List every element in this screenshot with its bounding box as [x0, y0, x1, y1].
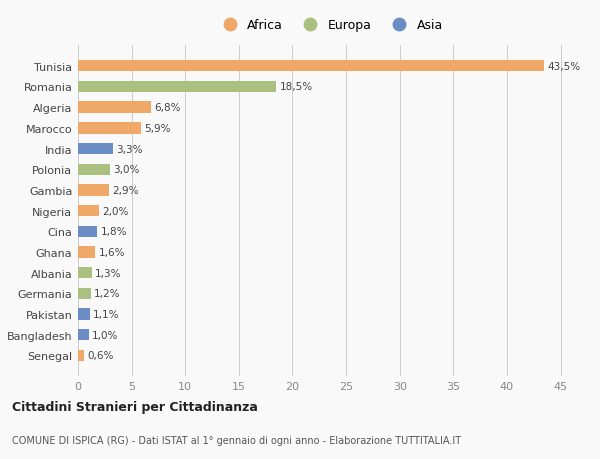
Bar [78, 247, 95, 258]
Bar [78, 330, 89, 341]
Text: Cittadini Stranieri per Cittadinanza: Cittadini Stranieri per Cittadinanza [12, 400, 258, 413]
Text: 6,8%: 6,8% [154, 103, 181, 113]
Bar [78, 206, 100, 217]
Bar [78, 123, 141, 134]
Bar [78, 288, 91, 299]
Text: 1,1%: 1,1% [93, 309, 119, 319]
Bar [78, 61, 544, 72]
Text: 18,5%: 18,5% [280, 82, 313, 92]
Text: 1,8%: 1,8% [101, 227, 127, 237]
Text: 1,6%: 1,6% [98, 247, 125, 257]
Text: COMUNE DI ISPICA (RG) - Dati ISTAT al 1° gennaio di ogni anno - Elaborazione TUT: COMUNE DI ISPICA (RG) - Dati ISTAT al 1°… [12, 435, 461, 445]
Bar [78, 144, 113, 155]
Text: 5,9%: 5,9% [145, 123, 171, 134]
Text: 43,5%: 43,5% [548, 62, 581, 72]
Text: 2,0%: 2,0% [103, 206, 129, 216]
Text: 1,0%: 1,0% [92, 330, 118, 340]
Text: 3,3%: 3,3% [116, 144, 143, 154]
Text: 1,3%: 1,3% [95, 268, 122, 278]
Bar [78, 226, 97, 237]
Bar [78, 309, 90, 320]
Text: 1,2%: 1,2% [94, 289, 121, 299]
Bar [78, 102, 151, 113]
Bar [78, 185, 109, 196]
Bar [78, 350, 85, 361]
Text: 0,6%: 0,6% [88, 351, 114, 361]
Text: 3,0%: 3,0% [113, 165, 140, 175]
Bar [78, 82, 277, 93]
Text: 2,9%: 2,9% [112, 185, 139, 196]
Bar [78, 268, 92, 279]
Bar [78, 164, 110, 175]
Legend: Africa, Europa, Asia: Africa, Europa, Asia [217, 19, 443, 32]
